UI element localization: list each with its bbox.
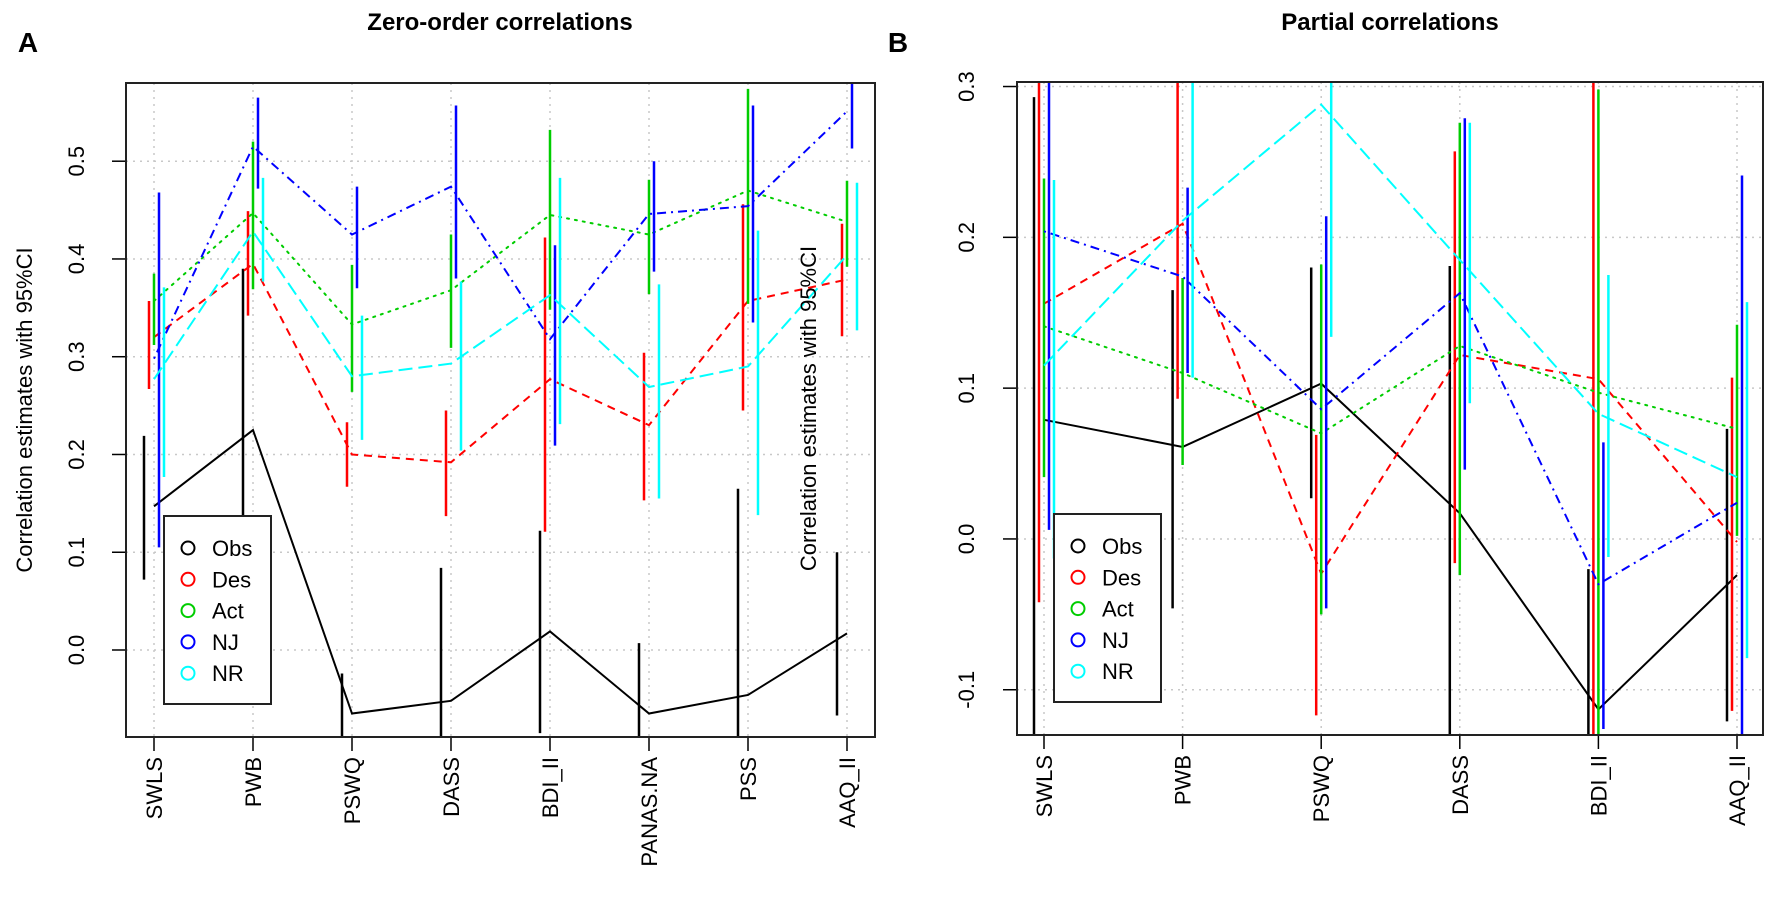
legend: Obs Des Act NJ NR <box>1053 513 1162 703</box>
series-act <box>152 88 849 392</box>
gridlines <box>126 83 875 737</box>
series-line <box>1043 230 1738 586</box>
x-tick-label: DASS <box>1448 755 1473 815</box>
legend-marker-icon <box>180 571 196 587</box>
plot-area <box>1032 82 1749 735</box>
series-des <box>147 204 848 532</box>
legend-label: NJ <box>212 630 239 655</box>
panel-label: A <box>18 27 38 58</box>
gridlines <box>1017 82 1763 735</box>
series-line <box>153 428 848 715</box>
y-tick-label: 0.3 <box>64 341 89 372</box>
y-tick-label: 0.5 <box>64 146 89 177</box>
series-obs <box>142 268 848 737</box>
y-tick-label: 0.4 <box>64 244 89 275</box>
legend-marker-icon <box>1070 663 1086 679</box>
series-nr <box>1043 82 1749 659</box>
x-tick-label: SWLS <box>142 757 167 819</box>
y-axis-label: Correlation estimates with 95%CI <box>12 247 37 572</box>
legend: Obs Des Act NJ NR <box>163 515 272 705</box>
series-nj <box>153 83 854 548</box>
legend-marker-icon <box>1070 632 1086 648</box>
x-tick-label: PSWQ <box>1309 755 1334 822</box>
y-tick-label: 0.1 <box>954 373 979 404</box>
series-line <box>1043 222 1738 576</box>
plot-area <box>142 83 859 737</box>
y-tick-label: 0.0 <box>954 524 979 555</box>
legend-label: Obs <box>212 536 252 561</box>
series-obs <box>1032 97 1738 735</box>
x-tick-label: PSWQ <box>340 757 365 824</box>
legend-label: Act <box>212 599 244 624</box>
y-tick-label: 0.3 <box>954 71 979 102</box>
series-act <box>1042 89 1739 735</box>
legend-marker-icon <box>1070 569 1086 585</box>
legend-label: Des <box>212 567 251 592</box>
legend-label: NJ <box>1102 628 1129 653</box>
legend-label: Obs <box>1102 534 1142 559</box>
legend-label: NR <box>1102 659 1134 684</box>
x-tick-label: AAQ_II <box>835 757 860 828</box>
x-tick-label: PWB <box>241 757 266 807</box>
x-tick-label: BDI_II <box>1586 755 1611 816</box>
x-tick-label: DASS <box>439 757 464 817</box>
series-line <box>153 110 848 360</box>
series-line <box>1043 325 1738 435</box>
chart-title: Zero-order correlations <box>367 9 632 36</box>
series-nr <box>153 177 859 516</box>
y-tick-label: -0.1 <box>954 671 979 709</box>
series-nj <box>1043 82 1744 735</box>
series-line <box>1043 382 1738 711</box>
x-tick-label: PSS <box>736 757 761 801</box>
series-line <box>153 189 848 326</box>
panel-b-partial: B Partial correlations Correlation estimat… <box>796 9 1764 826</box>
y-tick-label: 0.2 <box>64 439 89 470</box>
series-line <box>153 229 848 389</box>
panel-a-zero-order: A Zero-order correlations Correlation esti… <box>12 9 876 867</box>
legend-marker-icon <box>180 634 196 650</box>
x-tick-label: PWB <box>1171 755 1196 805</box>
legend-label: NR <box>212 661 244 686</box>
x-tick-label: PANAS.NA <box>637 757 662 867</box>
y-tick-label: 0.1 <box>64 537 89 568</box>
legend-marker-icon <box>1070 601 1086 617</box>
series-line <box>1043 103 1738 479</box>
legend-marker-icon <box>180 665 196 681</box>
legend-label: Des <box>1102 565 1141 590</box>
plot-frame <box>1016 81 1764 736</box>
x-tick-label: SWLS <box>1032 755 1057 817</box>
y-tick-label: 0.0 <box>64 635 89 666</box>
x-tick-label: AAQ_II <box>1725 755 1750 826</box>
series-line <box>153 262 848 464</box>
legend-marker-icon <box>1070 538 1086 554</box>
plot-frame <box>125 82 876 738</box>
panel-label: B <box>888 27 908 58</box>
series-des <box>1037 82 1738 735</box>
x-tick-label: BDI_II <box>538 757 563 818</box>
chart-title: Partial correlations <box>1281 9 1498 36</box>
y-axis-label: Correlation estimates with 95%CI <box>796 246 821 571</box>
y-tick-label: 0.2 <box>954 222 979 253</box>
legend-marker-icon <box>180 540 196 556</box>
legend-marker-icon <box>180 603 196 619</box>
legend-label: Act <box>1102 597 1134 622</box>
